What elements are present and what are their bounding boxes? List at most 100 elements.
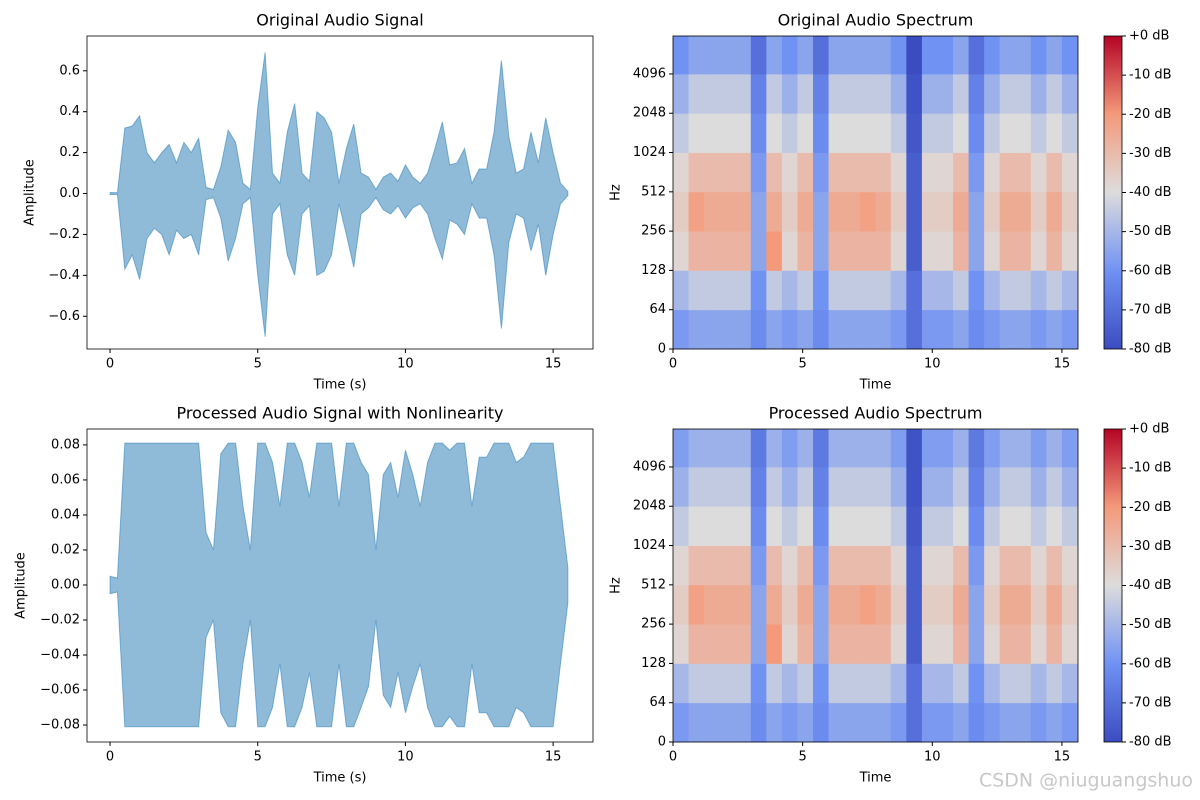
spectrogram-cell	[1015, 36, 1032, 75]
spectrogram-cell	[704, 429, 721, 468]
spectrogram-cell	[999, 624, 1016, 664]
spectrogram-cell	[828, 270, 845, 311]
x-tick-label: 10	[397, 357, 414, 372]
spectrogram-cell	[859, 663, 876, 704]
spectrogram-cell	[984, 663, 1001, 704]
spectrogram-cell	[1015, 191, 1032, 232]
spectrogram-cell	[937, 152, 954, 193]
spectrogram-cell	[968, 191, 985, 232]
spectrogram-cell	[906, 584, 923, 625]
spectrogram-cell	[673, 429, 689, 468]
spectrogram-cell	[704, 466, 721, 507]
spectrogram-cell	[906, 73, 923, 114]
y-tick-label: 0.4	[59, 104, 80, 119]
spectrogram-cell	[673, 584, 689, 625]
spectrogram-cell	[688, 429, 705, 468]
spectrogram-cell	[890, 702, 907, 743]
spectrogram-cell	[1046, 73, 1063, 114]
spectrogram-cell	[766, 429, 783, 468]
spectrogram-cell	[766, 309, 783, 350]
spectrogram-cell	[875, 36, 892, 75]
spectrogram-cell	[999, 506, 1016, 546]
spectrogram-cell	[750, 545, 767, 586]
spectrogram-cell	[953, 429, 969, 468]
spectrogram-cell	[953, 702, 969, 743]
spectrogram-cell	[1061, 663, 1078, 704]
colorbar-tick-label: +0 dB	[1129, 422, 1169, 437]
spectrogram-cell	[719, 545, 736, 586]
spectrogram-cell	[797, 152, 814, 193]
y-axis-label: Hz	[609, 184, 624, 201]
spectrogram-cell	[984, 270, 1001, 311]
spectrogram-cell	[735, 584, 752, 625]
spectrogram-cell	[688, 663, 705, 704]
y-tick-label: −0.6	[48, 309, 80, 324]
spectrogram-cell	[766, 702, 783, 743]
spectrogram-cell	[1046, 191, 1063, 232]
spectrogram-cell	[1061, 545, 1078, 586]
spectrogram-cell	[828, 624, 845, 664]
spectrogram-cell	[999, 36, 1016, 75]
spectrogram-cell	[719, 73, 736, 114]
spectrogram-cell	[704, 702, 721, 743]
spectrogram-cell	[828, 663, 845, 704]
colorbar-tick-label: -60 dB	[1129, 656, 1172, 671]
spectrogram-cell	[984, 624, 1001, 664]
spectrogram-cell	[953, 270, 969, 311]
spectrogram-cell	[937, 702, 954, 743]
spectrogram-cell	[875, 191, 892, 232]
spectrogram-cell	[859, 584, 876, 625]
spectrogram-cell	[968, 73, 985, 114]
spectrogram-cell	[688, 231, 705, 271]
spectrogram-cell	[984, 429, 1001, 468]
x-tick-label: 0	[669, 750, 677, 765]
spectrogram-cell	[781, 113, 798, 153]
spectrogram-cell	[844, 584, 861, 625]
spectrogram-cell	[1030, 545, 1047, 586]
spectrogram-cell	[688, 152, 705, 193]
spectrogram-cell	[921, 36, 938, 75]
x-axis-label: Time (s)	[313, 378, 367, 393]
subplot-title: Processed Audio Signal with Nonlinearity	[177, 404, 504, 423]
spectrogram-cell	[1015, 466, 1032, 507]
spectrogram-cell	[1061, 506, 1078, 546]
spectrogram-cell	[719, 152, 736, 193]
spectrogram-cell	[953, 191, 969, 232]
spectrogram-cell	[1061, 36, 1078, 75]
spectrogram-cell	[797, 270, 814, 311]
spectrogram-cell	[1046, 36, 1063, 75]
spectrogram-cell	[1015, 113, 1032, 153]
spectrogram-cell	[1061, 466, 1078, 507]
spectrogram-cell	[750, 270, 767, 311]
spectrogram-cell	[875, 624, 892, 664]
colorbar-tick-label: -30 dB	[1129, 539, 1172, 554]
spectrogram-cell	[719, 702, 736, 743]
spectrogram-cell	[999, 429, 1016, 468]
spectrogram-cell	[813, 231, 829, 271]
spectrogram-cell	[781, 466, 798, 507]
y-tick-label: 0	[658, 342, 666, 357]
spectrogram-cell	[766, 113, 783, 153]
spectrogram-cell	[890, 152, 907, 193]
spectrogram-cell	[813, 506, 829, 546]
spectrogram-cell	[766, 663, 783, 704]
spectrogram-cell	[921, 113, 938, 153]
spectrogram-cell	[937, 663, 954, 704]
spectrogram-cell	[781, 584, 798, 625]
spectrogram-cell	[1030, 270, 1047, 311]
spectrogram-cell	[797, 663, 814, 704]
spectrogram-cell	[688, 506, 705, 546]
colorbar-tick-label: -70 dB	[1129, 302, 1172, 317]
spectrogram-cell	[828, 113, 845, 153]
spectrogram-cell	[766, 584, 783, 625]
spectrogram-cell	[921, 73, 938, 114]
spectrogram-cell	[890, 506, 907, 546]
y-tick-label: 512	[641, 577, 666, 592]
spectrogram-cell	[859, 270, 876, 311]
axes-frame	[672, 428, 1079, 743]
spectrogram-cell	[859, 73, 876, 114]
y-tick-label: 2048	[633, 499, 666, 514]
spectrogram-cell	[844, 231, 861, 271]
y-tick-label: 1024	[633, 538, 666, 553]
colorbar-tick-label: -50 dB	[1129, 224, 1172, 239]
